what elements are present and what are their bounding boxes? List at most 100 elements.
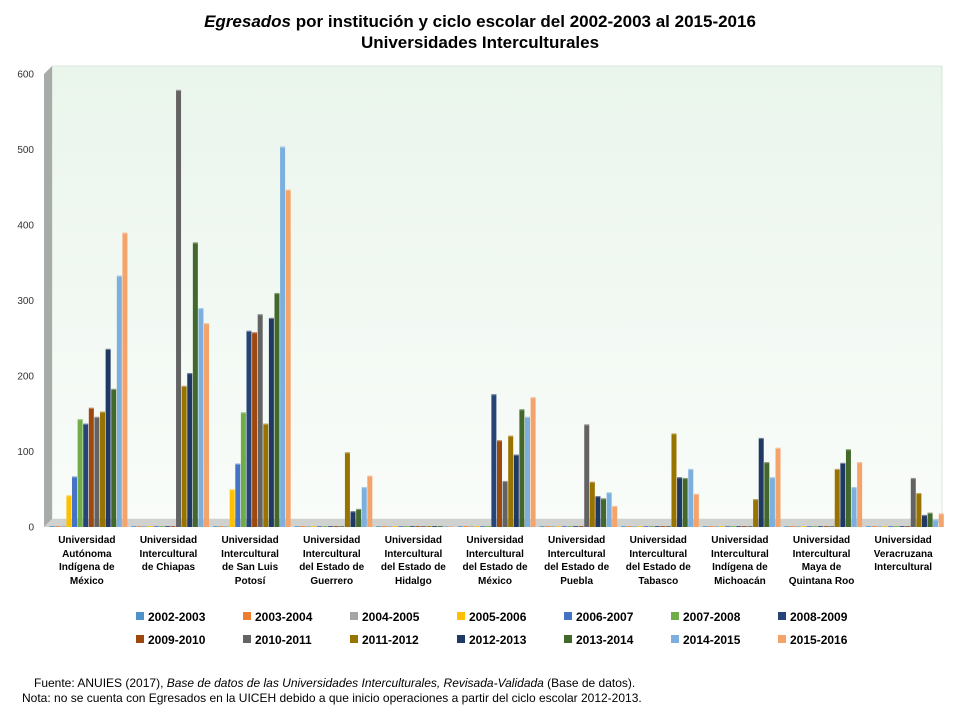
bar-highlight	[491, 394, 497, 396]
legend-swatch	[136, 612, 144, 620]
bar-highlight	[688, 468, 694, 471]
bar	[94, 416, 100, 527]
bar	[606, 492, 612, 527]
bar	[420, 526, 426, 527]
bar	[285, 189, 291, 527]
bar	[60, 526, 66, 527]
x-tick-label-line: México	[69, 575, 104, 587]
x-tick-label-line: Intercultural	[792, 548, 851, 560]
bar-highlight	[851, 486, 857, 489]
x-tick-label-line: de Chiapas	[141, 562, 196, 573]
y-tick-label: 100	[17, 447, 34, 458]
legend-swatch	[350, 635, 358, 643]
bar	[333, 526, 339, 527]
bar-highlight	[938, 513, 944, 515]
bar	[708, 526, 714, 527]
bar-highlight	[77, 419, 83, 421]
x-tick-label: Universidad Autónoma Indígena de México	[46, 534, 128, 588]
bar	[795, 526, 801, 527]
bar	[153, 526, 159, 527]
x-tick-label-line: del Estado de	[299, 562, 365, 573]
x-tick-label-line: Guerrero	[310, 575, 354, 587]
bar-highlight	[274, 292, 280, 295]
y-tick-label: 600	[17, 70, 34, 81]
bar	[626, 526, 632, 527]
bar	[491, 394, 497, 527]
legend-label: 2006-2007	[576, 610, 634, 624]
bar	[224, 526, 230, 527]
bar	[840, 462, 846, 527]
source-suffix: (Base de datos).	[543, 676, 636, 690]
legend-label: 2012-2013	[469, 633, 527, 647]
bar	[398, 526, 404, 527]
bar	[637, 526, 643, 527]
source-line: Fuente: ANUIES (2017), Base de datos de …	[22, 676, 642, 691]
x-tick-label-line: Universidad	[466, 535, 524, 546]
bar	[530, 397, 536, 527]
x-tick-label-line: del Estado de	[380, 562, 446, 573]
bar	[212, 526, 218, 527]
bar-highlight	[229, 489, 235, 491]
bar	[387, 526, 393, 527]
source-title: Base de datos de las Universidades Inter…	[166, 676, 544, 690]
bar-highlight	[530, 397, 536, 399]
bar	[111, 388, 117, 527]
bar	[229, 489, 235, 527]
chart-subtitle: Universidades Interculturales	[360, 33, 600, 52]
bar	[122, 232, 128, 528]
x-tick-label-line: Puebla	[560, 575, 594, 587]
bar	[921, 514, 927, 527]
bar	[693, 493, 699, 527]
bar	[899, 526, 905, 527]
legend-swatch	[457, 635, 465, 643]
bar-highlight	[834, 468, 840, 471]
bar	[910, 477, 916, 527]
bar	[474, 526, 480, 527]
bar	[350, 511, 356, 527]
x-tick-label-line: Intercultural	[629, 548, 688, 560]
bar	[142, 526, 148, 527]
title-rest: por institución y ciclo escolar del 2002…	[291, 12, 756, 31]
bar-highlight	[764, 462, 770, 464]
bar	[246, 330, 252, 527]
bar-highlight	[280, 146, 286, 148]
legend-item: 2008-2009	[778, 610, 847, 624]
bar	[513, 454, 519, 527]
bar-highlight	[100, 411, 106, 413]
x-tick-label: Universidad Intercultural Maya de Quintana …	[781, 534, 863, 588]
x-tick-label-line: Indígena de	[59, 562, 115, 573]
bar-highlight	[176, 89, 182, 92]
bar-highlight	[361, 486, 367, 489]
bar-highlight	[268, 317, 274, 320]
bar	[305, 526, 311, 527]
bar	[148, 526, 154, 527]
legend-label: 2010-2011	[255, 633, 312, 647]
legend-label: 2007-2008	[683, 610, 741, 624]
legend-item: 2007-2008	[671, 610, 740, 624]
y-tick-label: 200	[17, 372, 34, 383]
bar	[72, 476, 78, 527]
x-tick-label-line: Intercultural	[466, 548, 524, 560]
bar	[702, 526, 708, 527]
bar	[49, 526, 55, 527]
bar-highlight	[753, 499, 759, 501]
bar-highlight	[921, 514, 927, 517]
y-tick-label: 0	[28, 523, 34, 534]
x-tick-label: Universidad Intercultural del Estado de Hid…	[372, 534, 454, 588]
chart-title: Egresados por institución y ciclo escola…	[0, 11, 960, 53]
bar	[589, 481, 595, 527]
legend-swatch	[457, 612, 465, 620]
bar	[713, 526, 719, 527]
bar-highlight	[122, 232, 128, 234]
bar	[88, 407, 94, 527]
bar-highlight	[769, 477, 775, 479]
bar-highlight	[502, 480, 508, 483]
bar	[654, 526, 660, 527]
bar-highlight	[589, 481, 595, 483]
x-tick-label-line: Michoacán	[714, 575, 766, 587]
legend-label: 2009-2010	[148, 633, 206, 647]
bar	[311, 526, 317, 527]
legend-item: 2003-2004	[243, 610, 312, 624]
bar	[268, 317, 274, 527]
bar-chart: 0 100 200 300 400 500 600	[17, 65, 944, 534]
